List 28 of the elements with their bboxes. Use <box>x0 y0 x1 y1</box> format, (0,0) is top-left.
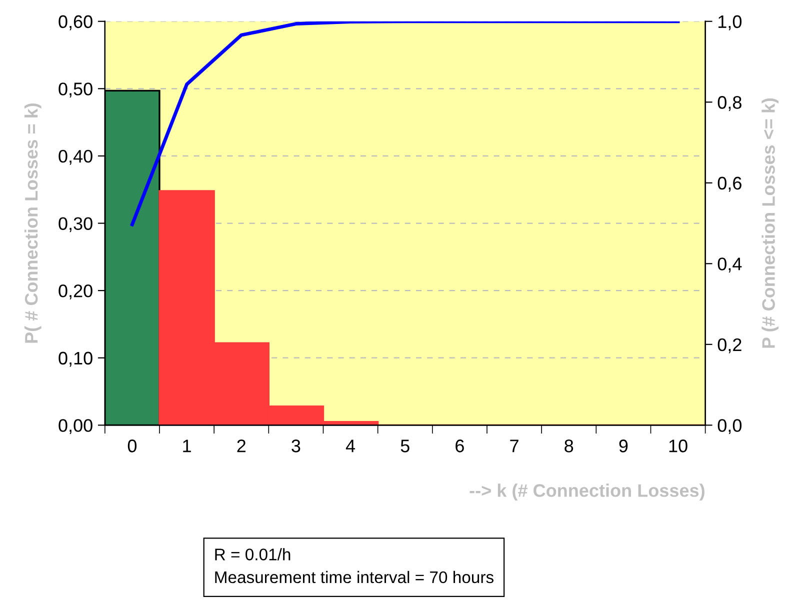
y-tick-label: 0,00 <box>58 419 92 434</box>
x-tick-label: 6 <box>456 440 464 452</box>
y2-tick-label: 0,0 <box>718 419 742 434</box>
y2-tick-label: 0,8 <box>718 96 742 111</box>
y-tick-label: 0,40 <box>58 150 92 165</box>
y-tick-label: 0,60 <box>58 15 92 30</box>
x-tick-label: 4 <box>346 440 356 452</box>
x-tick-label: 1 <box>183 440 191 452</box>
x-tick-label: 7 <box>510 440 518 452</box>
x-tick-label: 9 <box>619 440 628 452</box>
x-tick-label: 2 <box>237 440 246 452</box>
x-tick-label: 0 <box>128 440 137 452</box>
y-tick-label: 0,10 <box>58 352 92 367</box>
y-tick-label: 0,20 <box>58 284 92 300</box>
x-axis-title: --> k (# Connection Losses) <box>470 484 704 500</box>
x-tick-label: 8 <box>564 440 574 452</box>
y2-tick-label: 0,4 <box>718 258 742 272</box>
y2-tick-label: 1,0 <box>718 15 742 30</box>
y-tick-label: 0,50 <box>58 82 92 98</box>
text: R = 0.01/h Measurement time interval = 70 hours <box>215 548 494 584</box>
y2-tick-label: 0,6 <box>718 176 742 192</box>
x-tick-label: 3 <box>292 440 300 452</box>
y2-tick-label: 0,2 <box>718 338 742 354</box>
y-tick-label: 0,30 <box>58 217 92 232</box>
y-axis-title: P( # Connection Losses = k) <box>24 104 42 343</box>
y2-axis-title: P (# Connection Losses <= k) <box>762 98 778 348</box>
x-tick-label: 10 <box>669 440 688 452</box>
x-tick-label: 5 <box>400 440 410 452</box>
